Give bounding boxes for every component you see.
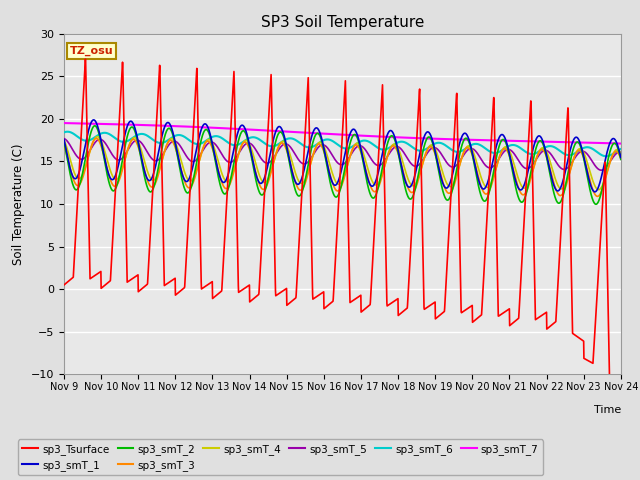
sp3_smT_2 (568, 152, 575, 157)
sp3_smT_5 (216, 147, 223, 153)
sp3_smT_6 (602, 154, 610, 159)
sp3_smT_6 (584, 144, 591, 150)
sp3_smT_6 (60, 130, 68, 135)
sp3_smT_4 (584, 160, 591, 166)
sp3_smT_3 (617, 156, 625, 162)
sp3_Tsurface (216, 290, 223, 296)
sp3_smT_5 (371, 160, 378, 166)
sp3_smT_2 (617, 156, 625, 162)
sp3_smT_2 (592, 202, 600, 207)
sp3_smT_4 (617, 151, 625, 156)
sp3_smT_2 (504, 148, 512, 154)
sp3_smT_4 (359, 148, 367, 154)
sp3_smT_1 (60, 136, 68, 142)
sp3_smT_7 (371, 133, 378, 139)
sp3_smT_1 (216, 173, 223, 179)
sp3_smT_7 (358, 133, 366, 139)
Text: Time: Time (593, 405, 621, 415)
Line: sp3_smT_2: sp3_smT_2 (64, 126, 621, 204)
sp3_smT_3 (92, 135, 100, 141)
Legend: sp3_Tsurface, sp3_smT_1, sp3_smT_2, sp3_smT_3, sp3_smT_4, sp3_smT_5, sp3_smT_6, : sp3_Tsurface, sp3_smT_1, sp3_smT_2, sp3_… (18, 439, 543, 475)
sp3_smT_1 (371, 180, 379, 186)
Line: sp3_smT_5: sp3_smT_5 (64, 139, 621, 170)
sp3_smT_1 (359, 154, 367, 160)
sp3_smT_7 (583, 140, 591, 145)
sp3_Tsurface (584, 357, 591, 363)
sp3_smT_3 (584, 167, 591, 173)
sp3_smT_3 (568, 162, 575, 168)
sp3_Tsurface (504, 307, 512, 312)
sp3_Tsurface (617, 410, 625, 416)
sp3_smT_7 (60, 120, 68, 126)
sp3_smT_2 (60, 139, 68, 144)
sp3_smT_1 (568, 142, 575, 147)
sp3_smT_5 (60, 136, 68, 142)
sp3_smT_3 (593, 193, 601, 199)
sp3_smT_3 (216, 172, 223, 178)
sp3_smT_6 (63, 129, 71, 134)
sp3_smT_2 (359, 156, 367, 162)
sp3_smT_7 (617, 141, 625, 146)
sp3_smT_6 (359, 138, 367, 144)
sp3_smT_4 (504, 146, 512, 152)
sp3_smT_4 (216, 163, 223, 169)
sp3_smT_5 (358, 144, 366, 150)
Line: sp3_Tsurface: sp3_Tsurface (64, 59, 621, 413)
sp3_smT_4 (93, 134, 101, 140)
sp3_Tsurface (60, 282, 68, 288)
sp3_smT_5 (597, 168, 605, 173)
sp3_smT_3 (504, 150, 512, 156)
sp3_smT_7 (216, 125, 223, 131)
Line: sp3_smT_4: sp3_smT_4 (64, 137, 621, 190)
sp3_smT_3 (359, 155, 367, 161)
Line: sp3_smT_6: sp3_smT_6 (64, 132, 621, 156)
sp3_Tsurface (568, 292, 575, 298)
Line: sp3_smT_7: sp3_smT_7 (64, 123, 621, 144)
sp3_smT_1 (584, 169, 591, 175)
sp3_Tsurface (371, 220, 379, 226)
sp3_smT_4 (595, 187, 602, 192)
sp3_smT_5 (583, 151, 591, 157)
sp3_smT_2 (584, 174, 591, 180)
sp3_Tsurface (81, 56, 89, 62)
sp3_smT_1 (617, 155, 625, 160)
sp3_smT_1 (90, 117, 97, 123)
sp3_smT_5 (504, 146, 512, 152)
sp3_smT_5 (617, 149, 625, 155)
sp3_smT_6 (371, 143, 379, 149)
sp3_smT_3 (60, 142, 68, 148)
sp3_smT_6 (568, 152, 575, 157)
sp3_smT_6 (216, 134, 223, 140)
sp3_smT_3 (371, 189, 379, 194)
Text: TZ_osu: TZ_osu (70, 46, 113, 56)
sp3_smT_6 (617, 146, 625, 152)
Y-axis label: Soil Temperature (C): Soil Temperature (C) (12, 143, 26, 265)
Title: SP3 Soil Temperature: SP3 Soil Temperature (260, 15, 424, 30)
sp3_smT_2 (216, 180, 223, 185)
Line: sp3_smT_1: sp3_smT_1 (64, 120, 621, 192)
sp3_smT_2 (91, 123, 99, 129)
sp3_smT_4 (60, 137, 68, 143)
sp3_smT_4 (371, 182, 379, 188)
sp3_smT_7 (504, 138, 512, 144)
Line: sp3_smT_3: sp3_smT_3 (64, 138, 621, 196)
sp3_smT_7 (568, 139, 575, 145)
sp3_smT_2 (371, 194, 379, 200)
sp3_smT_4 (568, 162, 575, 168)
sp3_smT_6 (504, 144, 512, 149)
sp3_smT_1 (591, 189, 598, 195)
sp3_Tsurface (359, 308, 367, 314)
sp3_smT_5 (568, 160, 575, 166)
sp3_smT_1 (504, 146, 512, 152)
